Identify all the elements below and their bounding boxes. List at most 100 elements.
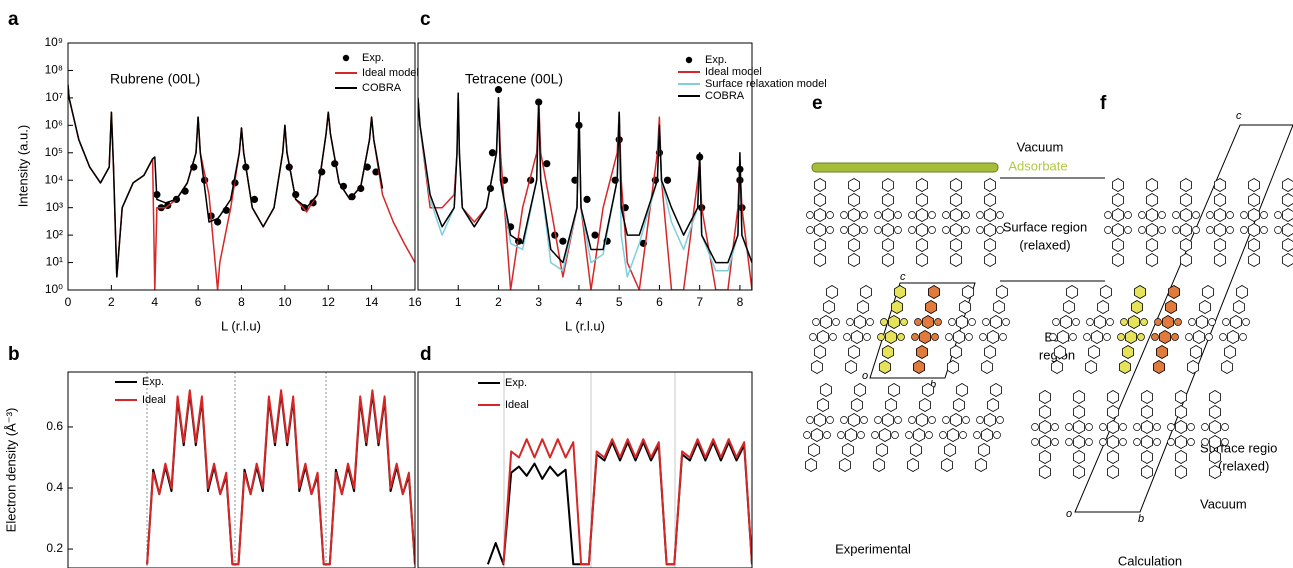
ring [1209,390,1221,404]
ring [981,428,993,442]
phenyl [968,318,976,326]
phenyl [1106,318,1114,326]
phenyl [1206,226,1214,234]
phenyl [1226,211,1234,219]
ring [882,413,894,427]
chart-panel: d Exp. Ideal [417,344,753,568]
ring [950,253,962,267]
vacuum-label: Vacuum [1200,496,1247,511]
phenyl [1201,438,1209,446]
legend-label: Surface relaxation model [705,78,827,90]
unit-cell [869,282,976,379]
ring [823,300,835,314]
ring [916,208,928,222]
molecule [1104,178,1132,267]
legend-label: Ideal [142,394,166,406]
phenyl [1137,333,1145,341]
y-tick-label: 10⁷ [45,90,63,104]
phenyl [826,416,834,424]
ring [888,383,900,397]
ring [978,443,990,457]
x-tick-label: 8 [238,295,245,309]
phenyl [829,333,837,341]
ring [1091,330,1103,344]
ring [922,315,934,329]
phenyl [874,416,882,424]
phenyl [1242,318,1250,326]
ring [984,413,996,427]
phenyl [1240,211,1248,219]
x-tick-label: 4 [151,295,158,309]
legend-marker [342,54,350,62]
molecule [1138,178,1166,267]
ring [1175,450,1187,464]
ring [851,330,863,344]
plot-area [418,86,752,290]
phenyl [1086,318,1094,326]
phenyl [996,226,1004,234]
phenyl [806,226,814,234]
y-tick-label: 10³ [46,200,63,214]
ring [1159,330,1171,344]
ring [811,360,823,374]
phenyl [1117,333,1125,341]
ring [1054,345,1066,359]
y-axis-label: Intensity (a.u.) [15,125,30,207]
data-point [583,195,591,204]
phenyl [976,211,984,219]
ring [873,458,885,472]
x-tick-label: 7 [696,295,703,309]
phenyl [840,211,848,219]
ring [1214,208,1226,222]
phenyl [999,333,1007,341]
ring [820,315,832,329]
ring [882,223,894,237]
ring [1141,420,1153,434]
ring [882,345,894,359]
ring [1119,360,1131,374]
legend-label: COBRA [705,90,745,102]
chart-title: Rubrene (00L) [110,71,200,87]
phenyl [860,226,868,234]
data-point [250,195,259,204]
ring [916,223,928,237]
ring [922,383,934,397]
series-line [418,97,752,290]
ring [1209,435,1221,449]
phenyl [1104,211,1112,219]
phenyl [812,318,820,326]
series-line [486,441,752,566]
caption: Calculation [1118,553,1182,568]
ring [953,330,965,344]
plot-area [486,438,752,566]
y-axis-label: Electron density (Å⁻³) [3,408,18,533]
ring [848,193,860,207]
data-point [494,86,503,94]
ring [814,253,826,267]
ring [975,458,987,472]
data-point [363,163,371,171]
phenyl [860,416,868,424]
ring [1180,208,1192,222]
molecule [1206,178,1234,267]
molecule [1117,285,1148,374]
ring [888,315,900,329]
ring [1224,345,1236,359]
ring [1073,450,1085,464]
molecule [911,285,942,374]
data-point [488,149,497,157]
ring [817,330,829,344]
phenyl [880,318,888,326]
phenyl [1153,423,1161,431]
ring [848,223,860,237]
ring [1122,345,1134,359]
phenyl [942,226,950,234]
phenyl [840,416,848,424]
ring [885,330,897,344]
phenyl [900,318,908,326]
phenyl [928,416,936,424]
phenyl [1051,423,1059,431]
phenyl [1138,211,1146,219]
ring [1196,315,1208,329]
phenyl [1085,423,1093,431]
